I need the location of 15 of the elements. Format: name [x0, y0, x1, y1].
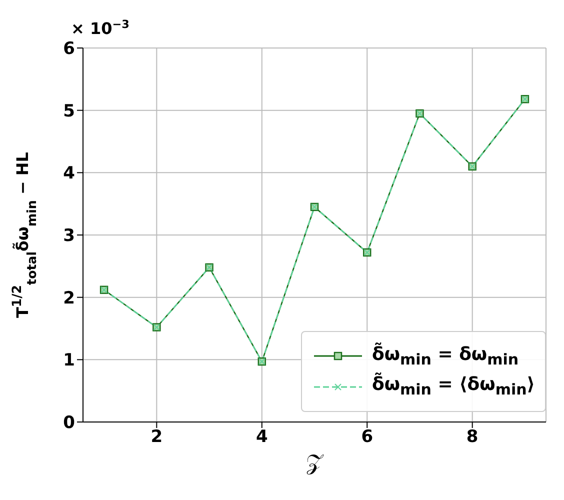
y-tick-label: 2 [63, 288, 75, 308]
x-axis-title: 𝒵 [306, 451, 324, 476]
x-tick-label: 4 [256, 427, 268, 448]
y-tick-label: 6 [63, 39, 75, 60]
y-tick-label: 3 [63, 226, 75, 246]
y-tick-label: 0 [63, 413, 76, 434]
x-tick-label: 8 [466, 427, 478, 448]
y-tick-label: 4 [63, 164, 76, 184]
y-tick-label: 1 [63, 350, 75, 371]
legend-label: δ̃ω$_{min}$ = δω$_{min}$ [372, 344, 519, 368]
legend-label: δ̃ω$_{min}$ = ⟨δω$_{min}$⟩ [372, 374, 535, 399]
text: × 10$^{−3}$ [71, 18, 130, 38]
y-tick-label: 5 [63, 101, 75, 122]
x-tick-label: 2 [150, 427, 163, 448]
x-tick-label: 6 [361, 427, 374, 448]
